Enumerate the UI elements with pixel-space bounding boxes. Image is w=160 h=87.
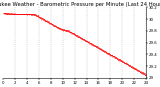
Title: Milwaukee Weather - Barometric Pressure per Minute (Last 24 Hours): Milwaukee Weather - Barometric Pressure … bbox=[0, 2, 160, 7]
